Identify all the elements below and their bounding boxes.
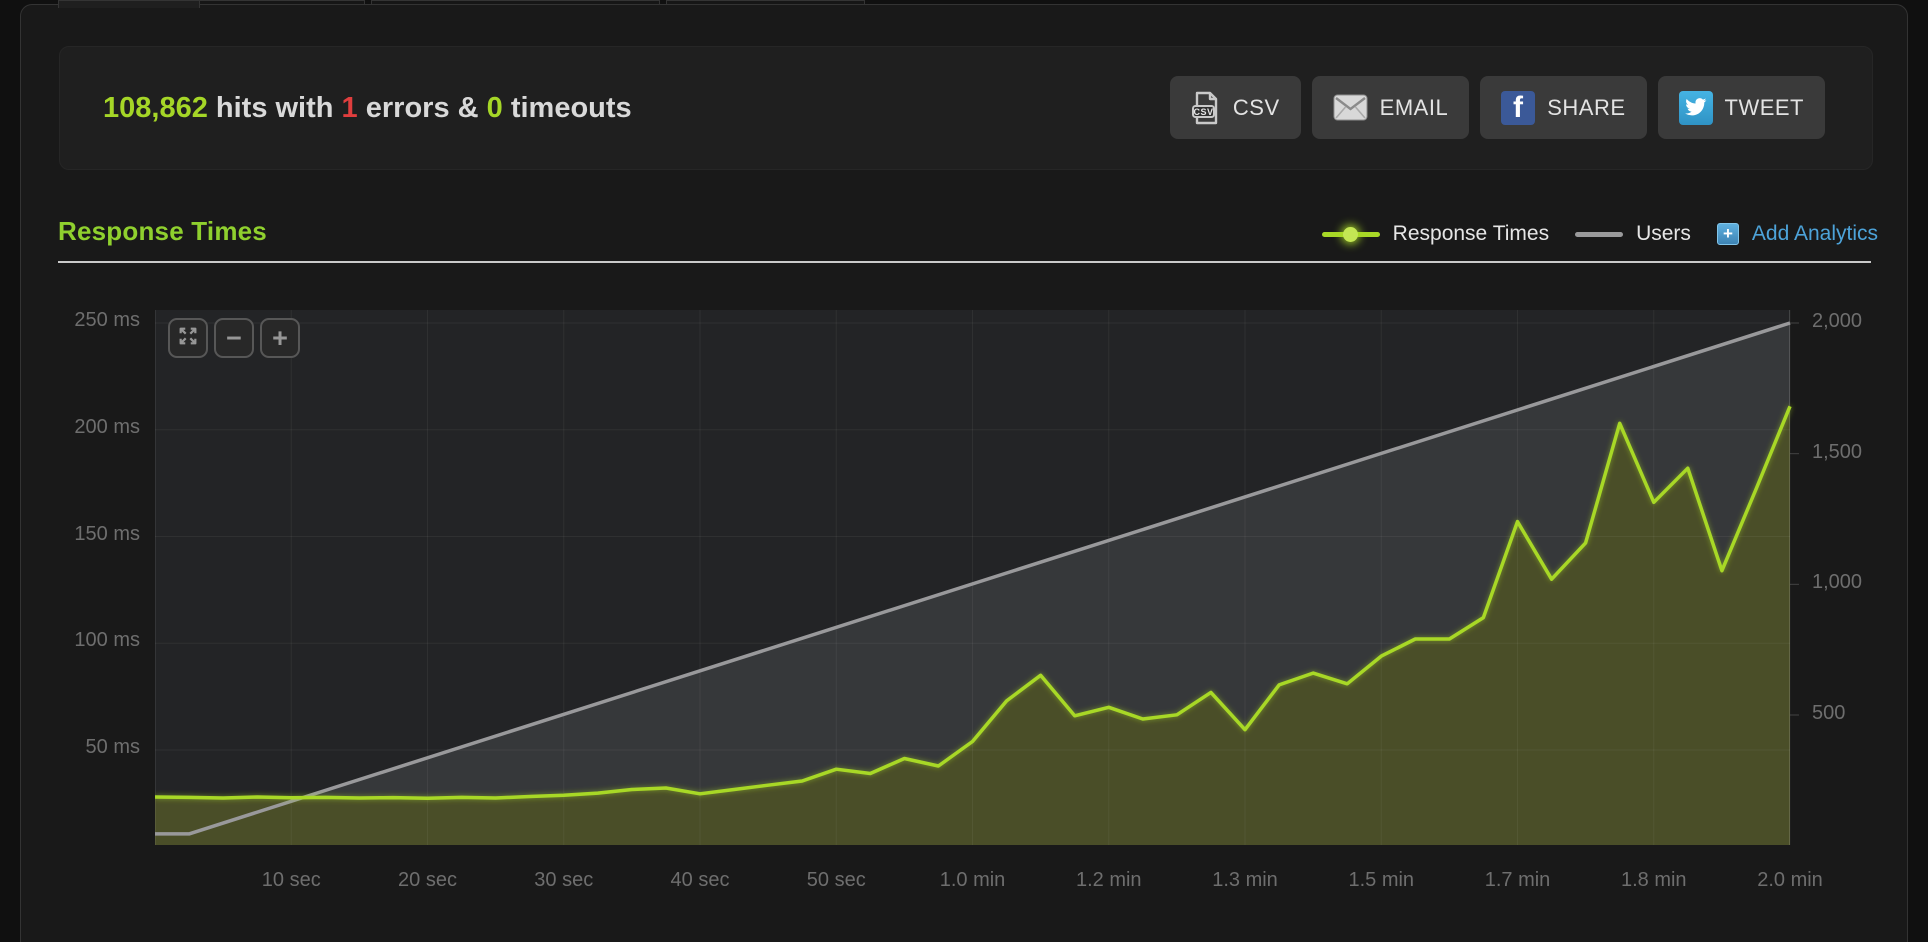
zoom-in-button[interactable]: + bbox=[260, 318, 300, 358]
hits-count: 108,862 bbox=[103, 91, 208, 124]
email-button[interactable]: EMAIL bbox=[1311, 76, 1470, 139]
add-analytics-label: Add Analytics bbox=[1751, 222, 1878, 245]
section-divider bbox=[58, 261, 1871, 263]
export-buttons: CSV CSV EMAIL f SHARE bbox=[1169, 76, 1825, 139]
errors-count: 1 bbox=[341, 91, 358, 124]
chart-plot[interactable] bbox=[155, 310, 1800, 845]
zoom-out-icon: − bbox=[226, 323, 242, 353]
csv-file-icon: CSV bbox=[1191, 91, 1221, 125]
x-axis-tick: 1.5 min bbox=[1348, 869, 1415, 891]
x-axis-tick: 10 sec bbox=[261, 869, 321, 891]
x-axis-tick: 40 sec bbox=[670, 869, 730, 891]
zoom-out-button[interactable]: − bbox=[214, 318, 254, 358]
legend-users-label: Users bbox=[1636, 222, 1691, 245]
left-axis-tick: 50 ms bbox=[85, 736, 140, 758]
hits-label: hits with bbox=[207, 91, 342, 124]
timeouts-label: timeouts bbox=[502, 91, 632, 124]
chart-legend: Response Times Users + Add Analytics bbox=[1321, 219, 1878, 249]
chart-svg bbox=[155, 310, 1799, 845]
right-axis-tick: 2,000 bbox=[1812, 310, 1863, 332]
tab-4[interactable] bbox=[666, 0, 865, 5]
x-axis-tick: 20 sec bbox=[398, 869, 457, 891]
svg-text:CSV: CSV bbox=[1193, 106, 1213, 116]
tab-active[interactable] bbox=[58, 0, 200, 8]
tab-3[interactable] bbox=[371, 0, 660, 5]
envelope-icon bbox=[1333, 94, 1368, 121]
expand-icon bbox=[177, 320, 199, 356]
left-axis-tick: 250 ms bbox=[74, 309, 140, 331]
right-axis-tick: 1,500 bbox=[1812, 440, 1863, 463]
expand-button[interactable] bbox=[168, 318, 208, 358]
stats-summary: 108,862 hits with 1 errors & 0 timeouts bbox=[103, 47, 632, 169]
timeouts-count: 0 bbox=[486, 91, 503, 124]
x-axis-tick: 50 sec bbox=[806, 869, 866, 891]
left-axis-tick: 200 ms bbox=[74, 415, 140, 438]
x-axis-tick: 2.0 min bbox=[1757, 869, 1823, 891]
x-axis-tick: 1.8 min bbox=[1620, 869, 1687, 891]
left-axis-tick: 100 ms bbox=[74, 629, 140, 652]
errors-label: errors & bbox=[357, 91, 487, 124]
right-axis-tick: 500 bbox=[1812, 702, 1846, 724]
right-axis-tick: 1,000 bbox=[1812, 571, 1863, 594]
csv-button-label: CSV bbox=[1232, 94, 1280, 120]
facebook-icon: f bbox=[1501, 90, 1536, 125]
left-axis-tick: 150 ms bbox=[74, 522, 140, 545]
csv-button[interactable]: CSV CSV bbox=[1169, 76, 1301, 139]
stats-bar: 108,862 hits with 1 errors & 0 timeouts … bbox=[59, 46, 1873, 170]
zoom-in-icon: + bbox=[272, 323, 288, 353]
plus-icon: + bbox=[1716, 223, 1739, 245]
response-times-swatch-icon bbox=[1321, 226, 1380, 242]
page-title: Response Times bbox=[58, 216, 267, 246]
legend-response-times-label: Response Times bbox=[1392, 222, 1550, 245]
tweet-button-label: TWEET bbox=[1724, 94, 1804, 120]
share-button-label: SHARE bbox=[1547, 94, 1626, 120]
x-axis-tick: 30 sec bbox=[534, 869, 594, 891]
x-axis-tick: 1.0 min bbox=[939, 869, 1006, 891]
email-button-label: EMAIL bbox=[1379, 94, 1449, 120]
tweet-button[interactable]: TWEET bbox=[1657, 76, 1825, 139]
legend-users[interactable]: Users bbox=[1575, 222, 1691, 246]
users-swatch-icon bbox=[1575, 231, 1624, 237]
x-axis-tick: 1.2 min bbox=[1075, 869, 1142, 891]
x-axis-tick: 1.7 min bbox=[1484, 869, 1551, 891]
twitter-icon bbox=[1678, 90, 1713, 125]
add-analytics-link[interactable]: + Add Analytics bbox=[1716, 222, 1878, 246]
facebook-share-button[interactable]: f SHARE bbox=[1480, 76, 1647, 139]
chart-zoom-controls: − + bbox=[168, 318, 300, 358]
legend-response-times[interactable]: Response Times bbox=[1321, 222, 1550, 246]
x-axis-tick: 1.3 min bbox=[1212, 869, 1278, 891]
